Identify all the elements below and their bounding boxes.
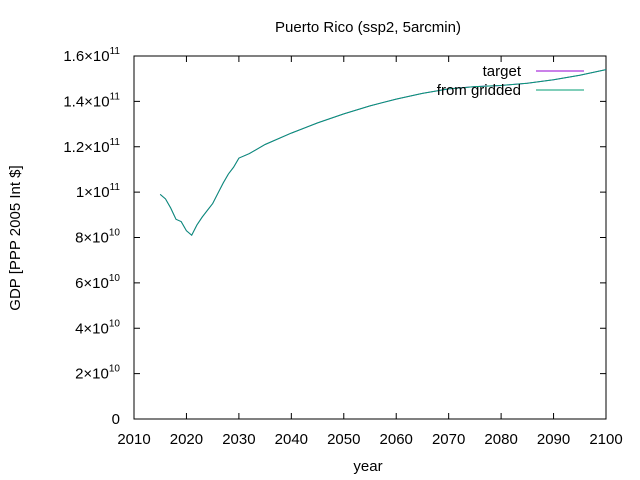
- y-tick-label: 4×1010: [75, 318, 120, 337]
- y-tick-exponent: 11: [110, 137, 121, 148]
- y-tick-label: 1×1011: [76, 182, 121, 201]
- x-tick-label: 2090: [537, 431, 570, 448]
- y-tick-exponent: 11: [110, 182, 121, 193]
- y-tick-label: 1.2×1011: [63, 137, 120, 156]
- y-tick-label: 2×1010: [75, 364, 120, 383]
- y-tick-mantissa: 1×10: [76, 184, 110, 201]
- y-tick-mantissa: 1.4×10: [63, 93, 109, 110]
- y-axis-label: GDP [PPP 2005 Int $]: [7, 165, 24, 310]
- y-tick-mantissa: 4×10: [75, 320, 109, 337]
- x-axis: 2010 2020 2030 2040 2050 2060 2070 2080 2090 2100: [117, 56, 623, 448]
- series-line-0: [159, 69, 607, 236]
- x-tick-label: 2030: [222, 431, 255, 448]
- y-tick-exponent: 10: [109, 273, 121, 284]
- x-tick-label: 2080: [484, 431, 517, 448]
- y-tick-mantissa: 2×10: [75, 366, 109, 383]
- y-tick-label: 6×1010: [75, 273, 120, 292]
- x-tick-label: 2020: [170, 431, 203, 448]
- y-axis: 02×10104×10106×10108×10101×10111.2×10111…: [63, 46, 606, 428]
- y-tick-mantissa: 0: [112, 411, 120, 428]
- y-tick-mantissa: 8×10: [75, 230, 109, 247]
- y-tick-mantissa: 1.6×10: [63, 48, 109, 65]
- y-tick-label: 0: [112, 411, 120, 428]
- x-tick-label: 2070: [432, 431, 465, 448]
- y-tick-exponent: 11: [110, 91, 121, 102]
- legend-label: from gridded: [437, 82, 521, 99]
- x-tick-label: 2050: [327, 431, 360, 448]
- plot-frame: [133, 55, 607, 420]
- y-tick-exponent: 10: [109, 364, 121, 375]
- x-tick-label: 2010: [117, 431, 150, 448]
- x-tick-label: 2100: [589, 431, 622, 448]
- y-tick-mantissa: 1.2×10: [63, 139, 109, 156]
- y-tick-label: 8×1010: [75, 228, 120, 247]
- legend-label: target: [483, 63, 522, 80]
- y-tick-mantissa: 6×10: [75, 275, 109, 292]
- x-tick-label: 2040: [275, 431, 308, 448]
- chart-title: Puerto Rico (ssp2, 5arcmin): [275, 19, 461, 36]
- legend: target from gridded: [437, 63, 584, 99]
- x-tick-label: 2060: [380, 431, 413, 448]
- series-lines: [159, 69, 607, 236]
- x-axis-label: year: [353, 458, 382, 475]
- series-line-1: [159, 69, 607, 236]
- y-tick-exponent: 10: [109, 318, 121, 329]
- y-tick-exponent: 11: [110, 46, 121, 57]
- y-tick-label: 1.6×1011: [63, 46, 120, 65]
- y-tick-label: 1.4×1011: [63, 91, 120, 110]
- y-tick-exponent: 10: [109, 228, 121, 239]
